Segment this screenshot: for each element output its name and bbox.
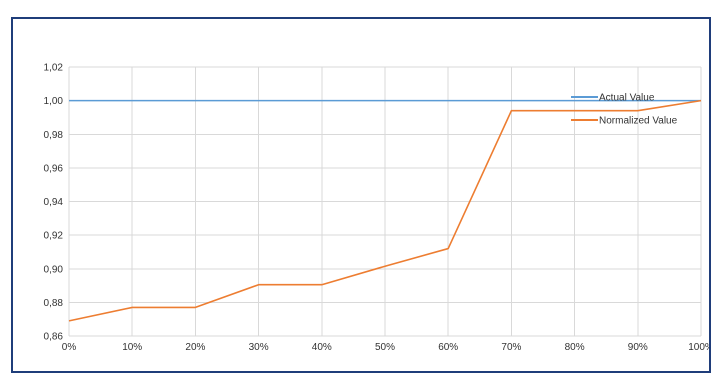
- legend-item-normalized-value: Normalized Value: [571, 116, 678, 127]
- x-gridlines: [68, 67, 702, 336]
- y-tick-label: 0,90: [44, 264, 64, 275]
- x-tick-label: 100%: [688, 342, 709, 353]
- x-tick-label: 10%: [122, 342, 142, 353]
- y-tick-label: 0,86: [44, 332, 64, 343]
- x-tick-label: 0%: [62, 342, 77, 353]
- chart-frame: 0,86 0,88 0,90 0,92 0,94 0,96 0,98 1,00 1,02 0% 1…: [11, 17, 714, 373]
- x-tick-label: 30%: [249, 342, 269, 353]
- y-tick-label: 0,92: [44, 231, 64, 242]
- x-axis-tick-labels: 0% 10% 20% 30% 40% 50% 60% 70% 80% 90% 100%: [62, 342, 714, 353]
- y-tick-label: 0,94: [44, 197, 64, 208]
- y-tick-label: 1,02: [44, 63, 64, 74]
- legend-label-actual-value: Actual Value: [599, 93, 655, 104]
- y-axis-tick-labels: 0,86 0,88 0,90 0,92 0,94 0,96 0,98 1,00 1,02: [44, 63, 64, 343]
- x-tick-label: 90%: [628, 342, 648, 353]
- line-chart: 0,86 0,88 0,90 0,92 0,94 0,96 0,98 1,00 1,02 0% 1…: [44, 63, 714, 354]
- x-tick-label: 50%: [375, 342, 395, 353]
- x-tick-label: 60%: [438, 342, 458, 353]
- series-lines: [68, 99, 702, 322]
- y-tick-label: 0,96: [44, 163, 64, 174]
- x-tick-label: 80%: [565, 342, 585, 353]
- y-tick-label: 1,00: [44, 96, 64, 107]
- legend: Actual Value Normalized Value: [571, 93, 678, 127]
- x-tick-label: 40%: [312, 342, 332, 353]
- legend-label-normalized-value: Normalized Value: [599, 116, 678, 127]
- series-line-normalized-value: [68, 99, 702, 322]
- legend-item-actual-value: Actual Value: [571, 93, 655, 104]
- y-tick-label: 0,98: [44, 130, 64, 141]
- x-tick-label: 20%: [185, 342, 205, 353]
- y-tick-label: 0,88: [44, 298, 64, 309]
- x-tick-label: 70%: [501, 342, 521, 353]
